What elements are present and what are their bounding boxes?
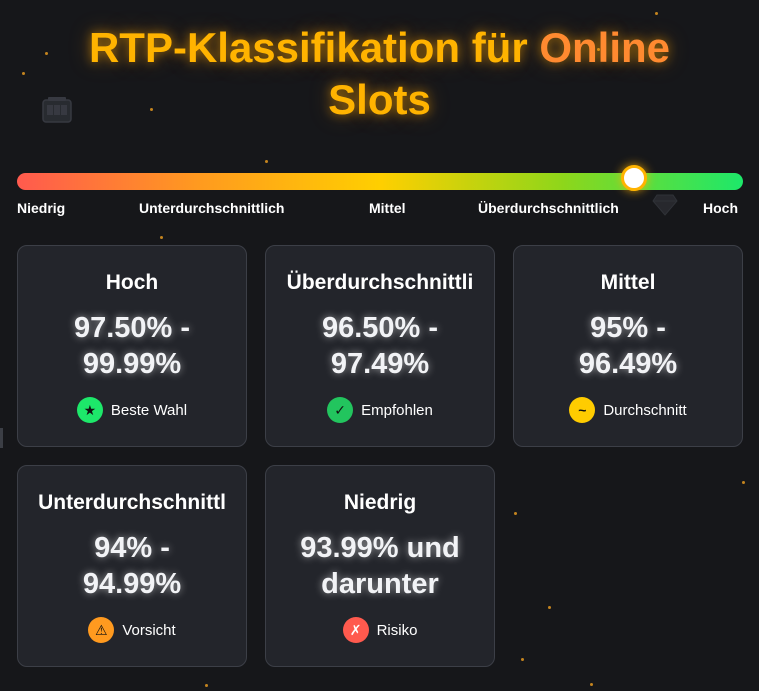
card-range-line-2: 97.49% xyxy=(330,348,430,380)
warning-icon: ⚠ xyxy=(88,617,115,643)
sparkle-dot xyxy=(205,684,208,687)
sparkle-dot xyxy=(45,52,48,55)
card-badge: ✗ Risiko xyxy=(266,617,494,643)
card-badge: ★ Beste Wahl xyxy=(18,397,246,423)
card-title: Mittel xyxy=(600,271,656,294)
sparkle-dot xyxy=(150,108,153,111)
badge-label: Durchschnitt xyxy=(603,401,687,419)
card-range: 96.50% - 97.49% xyxy=(266,310,494,382)
card-range-line-1: 94% - xyxy=(94,532,170,564)
slot-machine-icon xyxy=(42,96,72,130)
card-range-line-1: 95% - xyxy=(590,312,666,344)
card-title: Überdurchschnittli xyxy=(286,271,474,294)
diamond-icon xyxy=(652,193,678,223)
card-badge: ⚠ Vorsicht xyxy=(18,617,246,643)
rtp-card-ueberdurchschnittlich: Überdurchschnittli 96.50% - 97.49% ✓ Emp… xyxy=(265,245,495,447)
sparkle-dot xyxy=(521,658,524,661)
card-range: 94% - 94.99% xyxy=(18,530,246,602)
check-icon: ✓ xyxy=(327,397,354,423)
cross-icon: ✗ xyxy=(342,617,369,643)
scale-label-hoch: Hoch xyxy=(703,200,738,216)
sparkle-dot xyxy=(590,683,593,686)
card-range: 97.50% - 99.99% xyxy=(18,310,246,382)
sparkle-dot xyxy=(22,72,25,75)
sparkle-dot xyxy=(548,606,551,609)
scale-label-ueberdurchschnittlich: Überdurchschnittlich xyxy=(478,200,619,216)
sparkle-dot xyxy=(265,160,268,163)
badge-label: Beste Wahl xyxy=(110,401,188,419)
rtp-card-hoch: Hoch 97.50% - 99.99% ★ Beste Wahl xyxy=(17,245,247,447)
edge-tab xyxy=(0,428,3,448)
card-range: 93.99% und darunter xyxy=(266,530,494,602)
title-part-2: Online xyxy=(539,24,671,71)
sparkle-dot xyxy=(742,481,745,484)
sparkle-dot xyxy=(514,512,517,515)
badge-label: Vorsicht xyxy=(122,621,176,639)
card-range-line-2: darunter xyxy=(321,568,439,600)
card-badge: ~ Durchschnitt xyxy=(514,397,742,423)
card-badge: ✓ Empfohlen xyxy=(266,397,494,423)
title-part-1: RTP-Klassifikation für xyxy=(88,24,528,71)
rtp-card-mittel: Mittel 95% - 96.49% ~ Durchschnitt xyxy=(513,245,743,447)
card-title: Niedrig xyxy=(343,491,417,514)
card-range-line-2: 99.99% xyxy=(82,348,182,380)
sparkle-dot xyxy=(597,48,600,51)
card-range-line-2: 96.49% xyxy=(578,348,678,380)
rtp-scale-marker xyxy=(621,165,647,191)
tilde-icon: ~ xyxy=(569,397,596,423)
card-title: Hoch xyxy=(105,271,159,294)
scale-label-niedrig: Niedrig xyxy=(17,200,66,216)
card-range: 95% - 96.49% xyxy=(514,310,742,382)
badge-label: Risiko xyxy=(376,621,418,639)
sparkle-dot xyxy=(160,236,163,239)
badge-label: Empfohlen xyxy=(361,401,433,419)
card-title: Unterdurchschnittl xyxy=(38,491,226,514)
sparkle-dot xyxy=(655,12,658,15)
rtp-scale-bar xyxy=(17,173,743,190)
title-part-3: Slots xyxy=(328,76,431,123)
page-title: RTP-Klassifikation für Online Slots xyxy=(0,22,759,126)
scale-label-mittel: Mittel xyxy=(369,200,406,216)
scale-label-unterdurchschnittlich: Unterdurchschnittlich xyxy=(139,200,285,216)
rtp-card-unterdurchschnittlich: Unterdurchschnittl 94% - 94.99% ⚠ Vorsic… xyxy=(17,465,247,667)
star-icon: ★ xyxy=(76,397,103,423)
card-range-line-1: 97.50% - xyxy=(73,312,191,344)
card-range-line-1: 96.50% - xyxy=(321,312,439,344)
card-range-line-2: 94.99% xyxy=(82,568,182,600)
rtp-card-niedrig: Niedrig 93.99% und darunter ✗ Risiko xyxy=(265,465,495,667)
card-range-line-1: 93.99% und xyxy=(300,532,460,564)
